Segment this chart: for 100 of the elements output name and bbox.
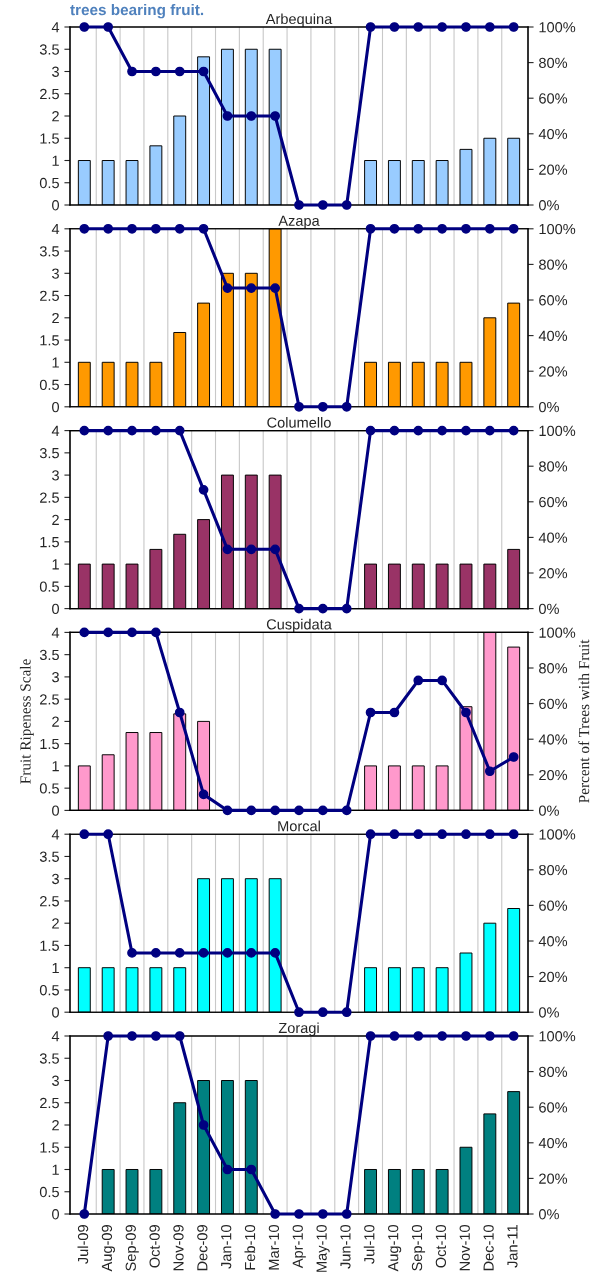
point xyxy=(294,200,304,210)
x-tick-label: Nov-10 xyxy=(459,1224,470,1271)
point xyxy=(413,425,424,436)
point xyxy=(222,948,233,958)
point xyxy=(508,752,519,762)
point xyxy=(79,829,90,840)
y-tick-label: 2 xyxy=(52,111,59,122)
point xyxy=(174,223,185,234)
point xyxy=(294,1007,304,1018)
point xyxy=(508,22,519,32)
x-tick-label: Oct-10 xyxy=(435,1224,447,1268)
y-tick-label: 4 xyxy=(51,627,60,638)
y-tick-label: 1 xyxy=(52,357,59,368)
point xyxy=(508,425,519,436)
point xyxy=(437,675,447,686)
x-tick-label: Oct-09 xyxy=(149,1225,160,1268)
y-tick-label: 0 xyxy=(52,200,60,211)
point xyxy=(246,1164,257,1175)
y2-tick-label: 40% xyxy=(538,532,568,543)
y-tick-label: 2.5 xyxy=(40,88,59,100)
y2-tick-label: 60% xyxy=(539,295,568,306)
point xyxy=(365,1031,376,1041)
point xyxy=(389,1031,400,1041)
point xyxy=(222,805,233,816)
point xyxy=(317,1007,328,1018)
y-tick-label: 1.5 xyxy=(40,738,59,750)
x-tick-label: Dec-09 xyxy=(197,1225,208,1271)
point xyxy=(508,223,519,234)
chart-title: Cuspidata xyxy=(266,618,332,633)
x-tick-label: Jul-10 xyxy=(363,1224,375,1264)
point xyxy=(198,948,209,958)
point xyxy=(461,707,471,718)
y-tick-label: 0.5 xyxy=(39,379,59,390)
point xyxy=(508,829,519,840)
y2-tick-label: 0% xyxy=(538,603,559,615)
point xyxy=(79,627,90,638)
y-tick-label: 1 xyxy=(52,559,59,570)
x-tick-label: Feb-10 xyxy=(244,1224,256,1270)
point xyxy=(151,1031,161,1041)
point xyxy=(222,111,233,121)
y2-tick-label: 80% xyxy=(539,1066,568,1078)
y-tick-label: 3.5 xyxy=(39,447,59,459)
x-tick-label: Dec-10 xyxy=(483,1224,494,1271)
point xyxy=(294,401,304,412)
point xyxy=(127,223,137,234)
point xyxy=(413,1031,424,1041)
point xyxy=(270,111,281,121)
point xyxy=(294,805,304,816)
point xyxy=(103,627,114,638)
y-tick-label: 1 xyxy=(52,1164,59,1175)
point xyxy=(389,425,400,436)
x-tick-label: Aug-10 xyxy=(388,1224,402,1272)
point xyxy=(365,223,376,234)
y2-tick-label: 100% xyxy=(539,22,576,33)
y2-tick-label: 0% xyxy=(538,401,559,413)
y2-tick-label: 100% xyxy=(539,223,576,235)
y-tick-label: 3.5 xyxy=(39,44,59,55)
y-tick-label: 2.5 xyxy=(40,896,59,907)
point xyxy=(317,603,328,614)
y-tick-label: 3.5 xyxy=(39,246,59,257)
point xyxy=(222,1164,233,1175)
point xyxy=(461,1031,471,1041)
point xyxy=(198,485,209,495)
text: trees bearing fruit. xyxy=(70,4,204,19)
point xyxy=(484,829,495,840)
y-tick-label: 3 xyxy=(52,268,59,279)
point xyxy=(413,675,424,686)
y-tick-label: 0.5 xyxy=(39,581,59,592)
y2-axis-title: Percent of Trees with Fruit xyxy=(578,639,590,803)
y-tick-label: 0 xyxy=(52,805,60,816)
point xyxy=(317,200,328,210)
y-tick-label: 0 xyxy=(52,1007,60,1018)
point xyxy=(317,401,328,412)
x-tick-label: Mar-10 xyxy=(268,1224,280,1270)
y2-tick-label: 100% xyxy=(539,1031,576,1042)
point xyxy=(437,1031,447,1041)
y2-tick-label: 40% xyxy=(538,734,568,745)
y2-tick-label: 20% xyxy=(539,366,568,377)
y2-tick-label: 20% xyxy=(539,164,568,175)
y-tick-label: 3.5 xyxy=(39,649,59,661)
chart-title: Arbequina xyxy=(265,13,333,27)
point xyxy=(127,1031,137,1041)
point xyxy=(79,223,90,234)
point xyxy=(198,1120,209,1130)
point xyxy=(79,1209,90,1219)
point xyxy=(437,829,447,840)
point xyxy=(389,223,400,234)
point xyxy=(270,283,281,293)
point xyxy=(389,22,400,32)
y-tick-label: 4 xyxy=(51,22,60,33)
point xyxy=(174,707,185,718)
y2-tick-label: 20% xyxy=(539,1173,568,1184)
y2-tick-label: 100% xyxy=(539,829,576,840)
y-tick-label: 0.5 xyxy=(39,177,59,189)
y2-tick-label: 0% xyxy=(538,1007,559,1018)
y-tick-label: 4 xyxy=(51,1031,60,1042)
y2-tick-label: 40% xyxy=(538,1137,568,1149)
point xyxy=(317,1209,328,1219)
y-tick-label: 2.5 xyxy=(40,290,59,301)
point xyxy=(413,829,424,840)
